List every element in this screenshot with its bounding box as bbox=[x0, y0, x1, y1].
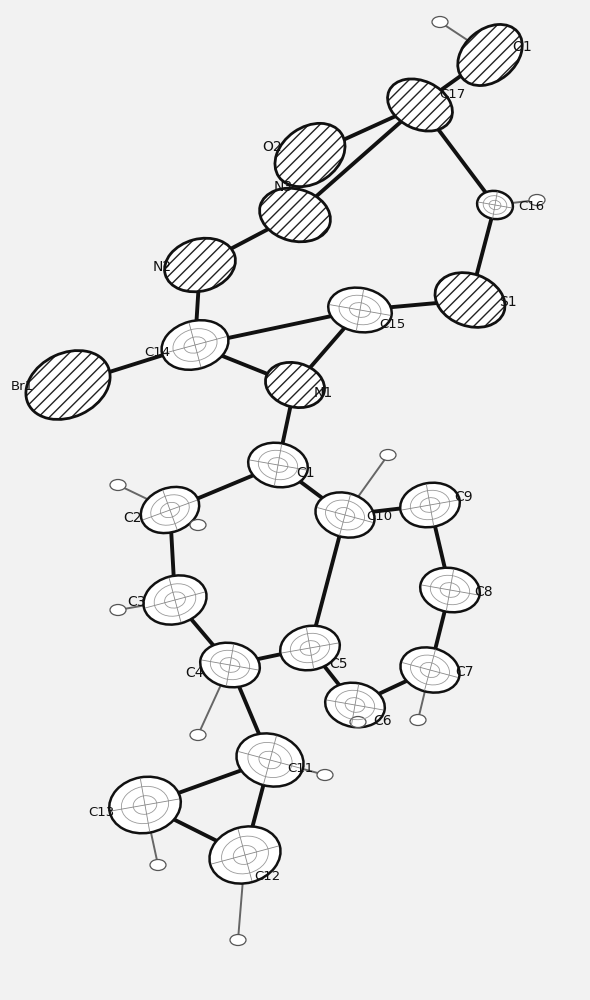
Text: C17: C17 bbox=[439, 89, 465, 102]
Ellipse shape bbox=[316, 492, 375, 538]
Ellipse shape bbox=[380, 450, 396, 460]
Ellipse shape bbox=[401, 647, 460, 693]
Ellipse shape bbox=[280, 626, 340, 670]
Text: C2: C2 bbox=[123, 511, 141, 525]
Text: Br1: Br1 bbox=[11, 380, 34, 393]
Ellipse shape bbox=[260, 188, 330, 242]
Ellipse shape bbox=[388, 79, 453, 131]
Text: C12: C12 bbox=[254, 870, 280, 884]
Ellipse shape bbox=[110, 604, 126, 615]
Text: C6: C6 bbox=[373, 714, 392, 728]
Text: C10: C10 bbox=[366, 510, 392, 524]
Text: O1: O1 bbox=[512, 40, 532, 54]
Ellipse shape bbox=[26, 351, 110, 419]
Ellipse shape bbox=[458, 24, 522, 86]
Ellipse shape bbox=[190, 520, 206, 530]
Ellipse shape bbox=[435, 273, 505, 327]
Ellipse shape bbox=[200, 643, 260, 687]
Ellipse shape bbox=[109, 777, 181, 833]
Text: C11: C11 bbox=[287, 762, 313, 774]
Ellipse shape bbox=[317, 770, 333, 780]
Text: C15: C15 bbox=[379, 318, 405, 330]
Ellipse shape bbox=[325, 683, 385, 727]
Ellipse shape bbox=[400, 483, 460, 527]
Ellipse shape bbox=[162, 320, 228, 370]
Text: C5: C5 bbox=[329, 657, 348, 671]
Ellipse shape bbox=[190, 730, 206, 740]
Text: C14: C14 bbox=[144, 347, 170, 360]
Ellipse shape bbox=[143, 575, 206, 625]
Text: N2: N2 bbox=[152, 260, 172, 274]
Ellipse shape bbox=[477, 191, 513, 219]
Text: C8: C8 bbox=[475, 585, 493, 599]
Text: C9: C9 bbox=[455, 490, 473, 504]
Ellipse shape bbox=[165, 238, 235, 292]
Ellipse shape bbox=[150, 859, 166, 870]
Ellipse shape bbox=[420, 568, 480, 612]
Ellipse shape bbox=[248, 443, 308, 487]
Text: C1: C1 bbox=[297, 466, 315, 480]
Ellipse shape bbox=[110, 480, 126, 490]
Text: N1: N1 bbox=[313, 386, 333, 400]
Ellipse shape bbox=[266, 362, 324, 408]
Ellipse shape bbox=[237, 733, 303, 787]
Text: C3: C3 bbox=[128, 595, 146, 609]
Ellipse shape bbox=[141, 487, 199, 533]
Ellipse shape bbox=[529, 194, 545, 206]
Ellipse shape bbox=[209, 826, 280, 884]
Text: S1: S1 bbox=[499, 295, 517, 309]
Ellipse shape bbox=[410, 714, 426, 726]
Text: O2: O2 bbox=[262, 140, 282, 154]
Ellipse shape bbox=[328, 288, 392, 332]
Text: C13: C13 bbox=[88, 806, 114, 820]
Ellipse shape bbox=[432, 16, 448, 27]
Text: N3: N3 bbox=[273, 180, 293, 194]
Ellipse shape bbox=[275, 123, 345, 187]
Ellipse shape bbox=[230, 934, 246, 946]
Text: C7: C7 bbox=[455, 665, 473, 679]
Ellipse shape bbox=[350, 716, 366, 728]
Text: C4: C4 bbox=[185, 666, 203, 680]
Text: C16: C16 bbox=[518, 200, 544, 214]
